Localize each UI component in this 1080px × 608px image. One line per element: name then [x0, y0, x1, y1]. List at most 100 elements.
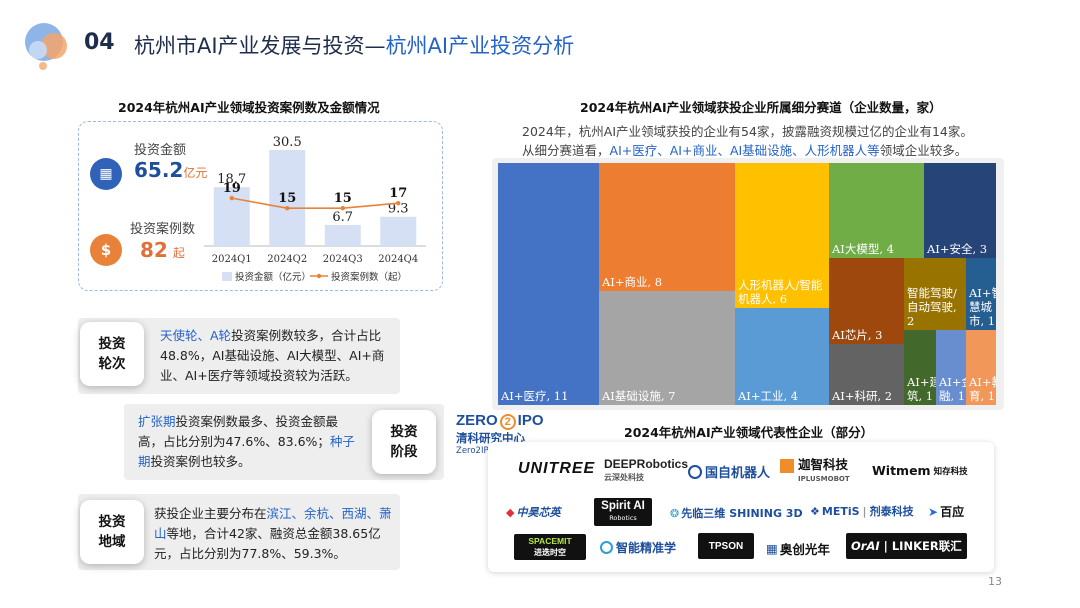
kpi-amount-unit: 亿元: [183, 166, 208, 180]
logo-witmem: Witmem 知存科技: [872, 463, 968, 478]
treemap-cell-ai-industry: AI+工业, 4: [735, 308, 829, 405]
treemap-cell-ai-security: AI+安全, 3: [924, 163, 996, 258]
shining3d-en: SHINING 3D: [729, 506, 803, 520]
treemap-cell-autonomous-driving: 智能驾驶/自动驾驶, 2: [904, 258, 966, 330]
treemap-title: 2024年杭州AI产业领域获投企业所属细分赛道（企业数量，家）: [580, 100, 942, 115]
desc2-b: 领域企业较多。: [879, 143, 968, 158]
line-point-2024Q4: [396, 200, 401, 206]
line-label-2024Q1: 19: [223, 181, 241, 196]
logo-metis: ❖ METiS | 剂泰科技: [810, 504, 914, 519]
orai-label: OrAI: [851, 539, 880, 553]
logo-zero: ZERO: [456, 412, 498, 429]
x-tick-2024Q2: 2024Q2: [267, 254, 307, 265]
treemap-cell-humanoid-robot: 人形机器人/智能机器人, 6: [735, 163, 829, 308]
line-label-2024Q2: 15: [278, 191, 296, 206]
guozi-label: 国自机器人: [705, 466, 771, 481]
logo-zhonghao: ◆ 中昊芯英: [506, 505, 561, 520]
tag-investment-stage: 投资 阶段: [372, 410, 436, 474]
logo-aochuang: ▦ 奥创光年: [766, 541, 830, 557]
page-title: 杭州市AI产业发展与投资—杭州AI产业投资分析: [134, 30, 574, 60]
title-main: 杭州市AI产业发展与投资—: [134, 34, 386, 58]
legend-swatch-amount: [222, 272, 232, 281]
x-tick-2024Q4: 2024Q4: [378, 254, 418, 265]
logo-unitree: UNITREE: [518, 460, 596, 477]
line-label-2024Q4: 17: [389, 186, 407, 201]
bar-2024Q2: [269, 150, 306, 246]
jiazhi-cn-text: 迦智科技: [798, 457, 849, 472]
baiying-label: 百应: [940, 505, 965, 519]
witmem-en: Witmem: [872, 463, 931, 478]
legend-swatch-count-dot: [316, 273, 322, 279]
kpi-count-label: 投资案例数: [130, 222, 196, 237]
combo-chart: 18.7 2024Q1 30.5 2024Q2 6.7 2024Q3 9.3 2024Q4 19…: [204, 135, 426, 283]
logo-cn: 清科研究中心: [456, 431, 525, 445]
jiazhi-en: IPLUSMOBOT: [798, 474, 850, 483]
left-chart-title: 2024年杭州AI产业领域投资案例数及金额情况: [118, 100, 380, 115]
logo-spirit-ai: Spirit AI Robotics: [594, 498, 652, 526]
logo-shining3d: ❂ 先临三维 SHINING 3D: [670, 506, 803, 521]
logo-ipo: IPO: [517, 412, 544, 429]
treemap-cell-ai-construction: AI+建筑, 1: [904, 330, 936, 405]
treemap: AI+医疗, 11 AI+商业, 8 AI基础设施, 7 人形机器人/智能机器人…: [498, 163, 996, 405]
line-point-2024Q2: [285, 206, 290, 211]
desc2-a: 从细分赛道看，: [522, 143, 610, 158]
treemap-cell-ai-smart-city: AI+智慧城市, 1: [966, 258, 996, 330]
logo-jiazhi: 迦智科技 IPLUSMOBOT: [780, 458, 850, 486]
round-body: 投资案例数较多，合计占比48.8%，AI基础设施、AI大模型、AI+商业、AI+…: [160, 328, 385, 383]
logo-baiying: ➤ 百应: [928, 504, 965, 520]
treemap-cell-ai-chip: AI芯片, 3: [829, 258, 904, 344]
treemap-desc-1: 2024年，杭州AI产业领域获投的企业有54家，披露融资规模过亿的企业有14家。: [522, 124, 973, 139]
bar-2024Q4: [380, 216, 417, 246]
round-highlight: 天使轮、A轮: [160, 328, 232, 343]
stage-highlight-2: 种子期: [138, 434, 355, 469]
kpi-amount-label: 投资金额: [134, 143, 187, 158]
metis-en: METiS: [821, 504, 860, 518]
region-highlight: 滨江、余杭、西湖、萧山: [154, 506, 392, 541]
x-tick-2024Q3: 2024Q3: [323, 254, 363, 265]
stage-highlight-1: 扩张期: [138, 414, 176, 429]
treemap-cell-ai-commerce: AI+商业, 8: [599, 163, 735, 291]
treemap-cell-ai-llm: AI大模型, 4: [829, 163, 924, 258]
investment-chart-panel: [78, 121, 443, 291]
treemap-desc-2: 从细分赛道看，AI+医疗、AI+商业、AI基础设施、人形机器人等领域企业较多。: [522, 140, 967, 159]
region-body: 等地，合计42家、融资总金额38.65亿元，占比分别为77.8%、59.3%。: [154, 526, 381, 561]
shining3d-cn: 先临三维: [681, 507, 726, 520]
title-highlight: 杭州AI产业投资分析: [385, 34, 575, 58]
metis-cn: 剂泰科技: [869, 505, 914, 518]
treemap-cell-ai-infrastructure: AI基础设施, 7: [599, 291, 735, 405]
treemap-cell-ai-education: AI+教育, 1: [966, 330, 996, 405]
logo-spacemit: SPACEMIT 进迭时空: [514, 534, 586, 560]
kpi-count: 82 起: [140, 238, 185, 262]
kpi-count-value: 82: [140, 238, 168, 262]
region-body-0: 获投企业主要分布在: [154, 506, 267, 521]
logo-orai-linker: OrAI | LINKER联汇: [846, 533, 967, 559]
bar-label-2024Q2: 30.5: [273, 135, 302, 150]
round-text: 天使轮、A轮投资案例数较多，合计占比48.8%，AI基础设施、AI大模型、AI+…: [160, 326, 392, 386]
desc2-highlight: AI+医疗、AI+商业、AI基础设施、人形机器人等: [609, 143, 880, 158]
region-text: 获投企业主要分布在滨江、余杭、西湖、萧山等地，合计42家、融资总金额38.65亿…: [154, 504, 394, 564]
deeprobotics-en: DEEPRobotics: [604, 457, 689, 471]
line-point-2024Q1: [229, 195, 234, 201]
kpi-amount-value: 65.2: [134, 158, 184, 182]
tag-round-line1: 投资: [98, 336, 126, 352]
spacemit-en: SPACEMIT: [528, 536, 572, 546]
stage-text: 扩张期投资案例数最多、投资金额最高，占比分别为47.6%、83.6%；种子期投资…: [138, 412, 360, 472]
bar-label-2024Q4: 9.3: [388, 202, 409, 217]
tag-stage-line2: 阶段: [390, 444, 418, 460]
spacemit-cn: 进迭时空: [534, 548, 566, 557]
bar-2024Q3: [324, 224, 361, 246]
tag-region-line1: 投资: [98, 514, 126, 530]
spirit-ai-text: Spirit AI: [601, 500, 645, 512]
kpi-count-unit: 起: [172, 246, 185, 260]
tag-region-line2: 地域: [98, 534, 126, 550]
section-number: 04: [84, 30, 115, 55]
aochuang-label: 奥创光年: [779, 542, 830, 557]
legend-label-amount: 投资金额（亿元）: [235, 271, 311, 283]
spirit-ai-sub: Robotics: [609, 514, 637, 522]
bar-label-2024Q3: 6.7: [332, 210, 353, 225]
money-bag-icon: ▦: [90, 158, 122, 190]
companies-title: 2024年杭州AI产业领域代表性企业（部分）: [624, 425, 874, 440]
logo-zhineng-jingzhunxue: 智能精准学: [600, 539, 676, 556]
page-number: 13: [988, 575, 1002, 588]
treemap-cell-ai-research: AI+科研, 2: [829, 344, 904, 405]
